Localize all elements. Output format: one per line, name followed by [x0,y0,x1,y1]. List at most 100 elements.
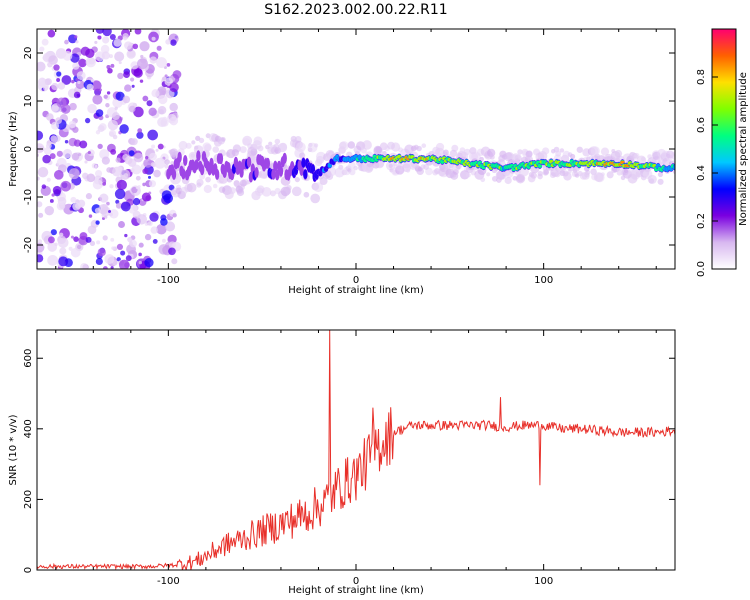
spectrogram-noise-blob [92,179,103,190]
spectrogram-halo-blob [616,157,621,162]
spectrogram-halo-blob [185,142,192,149]
spectrogram-halo-blob [282,186,292,195]
spectrogram-noise-blob [109,131,115,137]
spectrogram-halo-blob [378,161,384,168]
spectrogram-noise-blob [145,156,149,160]
snr-ytick-label: 400 [23,419,34,438]
spectrogram-noise-blob [156,57,167,69]
spectrogram-halo-blob [392,162,398,167]
spectrogram-noise-blob [68,168,80,180]
spectrogram-halo-blob [388,163,393,168]
spectrogram-noise-blob [95,220,100,225]
spectrogram-noise-blob [89,240,96,246]
spectrogram-noise-blob [53,64,60,71]
spectrogram-halo-blob [273,143,280,150]
spectrogram-noise-blob [60,104,71,114]
spectrogram-halo-blob [326,166,337,177]
spectrogram-noise-blob [102,266,108,269]
spectrogram-ridge-cell [171,168,177,180]
spectrogram-halo-blob [459,147,466,153]
snr-ylabel: SNR (10 * v/v) [8,414,19,485]
spectrogram-noise-blob [124,84,132,92]
spectrogram-noise-blob [132,43,139,50]
snr-ytick-label: 200 [23,490,34,509]
spectrogram-halo-blob [449,149,458,158]
spectrogram-noise-blob [143,158,153,168]
spectrogram-halo-blob [205,176,211,183]
spectrogram-halo-blob [616,170,623,176]
colorbar-ticks: 0.0 0.2 0.4 0.6 0.8 [696,69,718,277]
spectrogram-halo-blob [569,153,576,160]
spectrogram-noise-blob [97,125,105,132]
spectrogram-halo-blob [353,165,358,171]
spectrogram-halo-blob [373,145,383,155]
spectrogram-ytick-label: 0 [23,146,34,152]
spectrogram-noise-blob [96,240,101,245]
spectrogram-noise-blob [156,224,167,235]
spectrogram-noise-blob [71,79,75,84]
spectrogram-noise-blob [97,143,103,150]
spectrogram-noise-blob [102,235,108,241]
spectrogram-noise-blob [169,82,179,93]
spectrogram-noise-blob [47,254,59,266]
spectrogram-halo-blob [543,169,549,175]
spectrogram-noise-blob [55,117,62,124]
spectrogram-noise-blob [149,212,159,222]
spectrogram-halo-blob [590,146,600,156]
spectrogram-noise-blob [147,221,153,227]
spectrogram-halo-blob [316,151,326,162]
spectrogram-noise-blob [94,40,98,45]
spectrogram-noise-blob [95,109,104,117]
spectrogram-noise-blob [130,138,138,146]
spectrogram-ytick-label: 10 [23,95,34,108]
spectrogram-halo-blob [295,142,306,153]
spectrogram-halo-blob [299,152,306,159]
spectrogram-noise-blob [133,106,144,118]
spectrogram-halo-blob [672,169,675,175]
spectrogram-noise-blob [139,79,144,83]
spectrogram-halo-blob [242,138,251,146]
spectrogram-halo-blob [421,143,427,148]
spectrogram-noise-blob [130,61,139,70]
snr-axes: -100 0 100 0 200 400 600 [23,330,675,587]
spectrogram-noise-blob [99,193,109,203]
spectrogram-ytick-label: 20 [23,47,34,60]
spectrogram-marks [37,29,675,269]
spectrogram-noise-blob [107,119,119,131]
spectrogram-noise-blob [37,254,44,263]
spectrogram-noise-blob [59,247,67,255]
spectrogram-halo-blob [186,182,197,193]
spectrogram-halo-blob [313,182,324,193]
spectrogram-noise-blob [138,242,144,248]
spectrogram-ridge-cell [672,164,675,170]
spectrogram-noise-blob [159,189,163,193]
spectrogram-noise-blob [86,173,96,183]
spectrogram-noise-blob [172,213,177,218]
spectrogram-noise-blob [49,199,54,203]
spectrogram-noise-blob [88,214,93,218]
spectrogram-noise-blob [70,196,77,203]
spectrogram-ridge-cell [239,166,244,178]
spectrogram-noise-blob [97,35,102,40]
spectrogram-noise-blob [115,91,125,101]
spectrogram-ridge-cell [194,159,199,171]
spectrogram-noise-blob [112,134,118,140]
spectrogram-noise-blob [90,78,95,83]
spectrogram-noise-blob [136,214,147,225]
spectrogram-noise-blob [76,244,82,250]
spectrogram-noise-blob [124,156,133,165]
spectrogram-noise-blob [140,54,144,59]
spectrogram-noise-blob [75,40,79,44]
spectrogram-noise-blob [128,150,135,157]
spectrogram-halo-blob [178,140,188,150]
spectrogram-halo-blob [442,149,449,156]
spectrogram-noise-blob [165,39,171,45]
spectrogram-halo-blob [203,184,212,194]
spectrogram-ridge-cell [196,150,201,162]
colorbar-tick-label: 0.2 [696,213,707,229]
spectrogram-noise-blob [47,29,56,38]
spectrogram-noise-blob [43,85,49,91]
spectrogram-halo-blob [480,177,486,183]
spectrogram-noise-blob [123,71,130,78]
spectrogram-noise-blob [54,242,58,247]
